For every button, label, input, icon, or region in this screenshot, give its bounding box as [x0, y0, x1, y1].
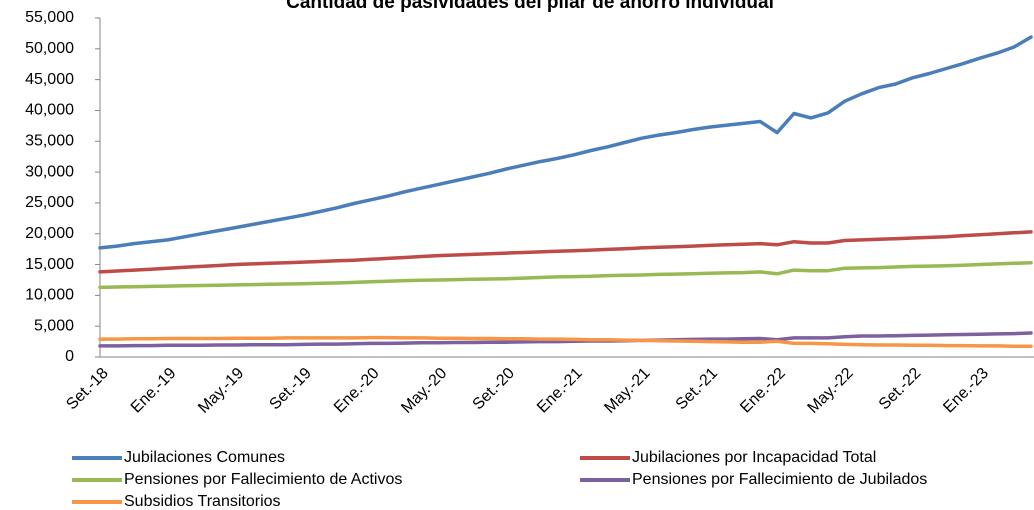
- y-tick-label: 30,000: [25, 163, 74, 180]
- series-line: [98, 230, 1033, 274]
- y-tick-label: 35,000: [25, 132, 74, 149]
- x-tick-label: Set.-18: [63, 365, 112, 414]
- chart-title: Cantidad de pasividades del pilar de aho…: [286, 0, 774, 13]
- y-tick-label: 55,000: [25, 9, 74, 26]
- x-tick-label: Set.-21: [673, 365, 722, 414]
- y-tick-label: 10,000: [25, 287, 74, 304]
- y-tick-label: 50,000: [25, 40, 74, 57]
- y-tick-label: 40,000: [25, 102, 74, 119]
- x-tick-label: May.-21: [601, 365, 653, 417]
- x-tick-label: Set.-19: [266, 365, 315, 414]
- legend-label: Jubilaciones por Incapacidad Total: [632, 449, 876, 466]
- x-tick-label: May.-22: [805, 365, 857, 417]
- legend-label: Pensiones por Fallecimiento de Activos: [124, 471, 402, 488]
- x-tick-label: May.-20: [398, 365, 450, 417]
- series-line: [98, 260, 1033, 290]
- x-tick-label: Ene.-21: [534, 365, 586, 417]
- series-line: [98, 35, 1033, 250]
- x-tick-label: Set.-22: [876, 365, 925, 414]
- y-tick-label: 5,000: [34, 317, 74, 334]
- x-tick-label: May.-19: [195, 365, 247, 417]
- x-tick-label: Ene.-20: [331, 365, 383, 417]
- legend-label: Subsidios Transitorios: [124, 493, 281, 510]
- y-tick-label: 20,000: [25, 225, 74, 242]
- y-tick-label: 15,000: [25, 256, 74, 273]
- y-tick-label: 45,000: [25, 71, 74, 88]
- x-tick-label: Ene.-22: [737, 365, 789, 417]
- series-line: [98, 331, 1033, 348]
- x-tick-label: Set.-20: [470, 365, 519, 414]
- x-tick-label: Ene.-19: [128, 365, 180, 417]
- y-tick-label: 25,000: [25, 194, 74, 211]
- y-tick-label: 0: [65, 348, 74, 365]
- series-line: [98, 335, 1033, 348]
- legend-label: Jubilaciones Comunes: [124, 449, 285, 466]
- x-tick-label: Ene.-23: [940, 365, 992, 417]
- legend-label: Pensiones por Fallecimiento de Jubilados: [632, 471, 927, 488]
